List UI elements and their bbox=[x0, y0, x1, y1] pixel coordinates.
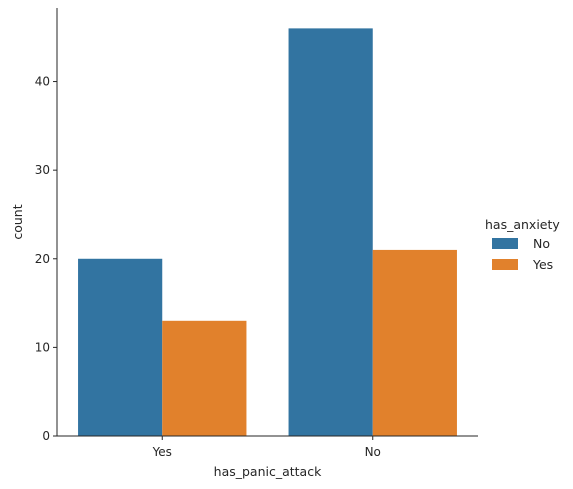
legend-swatch-yes bbox=[492, 259, 518, 270]
x-tick-label: No bbox=[365, 445, 381, 459]
legend-label-yes: Yes bbox=[532, 257, 553, 272]
y-axis-ticks: 0 10 20 30 40 bbox=[35, 75, 57, 443]
bars-group bbox=[78, 28, 457, 437]
legend-swatch-no bbox=[492, 238, 518, 249]
bar-no-yes bbox=[372, 249, 457, 436]
legend: has_anxiety No Yes bbox=[485, 217, 560, 272]
x-axis-ticks: Yes No bbox=[152, 436, 381, 459]
bar-no-no bbox=[288, 28, 373, 437]
y-tick-label: 0 bbox=[42, 429, 50, 443]
x-axis-label: has_panic_attack bbox=[214, 464, 322, 479]
legend-title: has_anxiety bbox=[485, 217, 560, 232]
y-tick-label: 30 bbox=[35, 163, 50, 177]
y-axis-label: count bbox=[10, 204, 25, 239]
y-tick-label: 20 bbox=[35, 252, 50, 266]
x-tick-label: Yes bbox=[152, 445, 172, 459]
y-tick-label: 10 bbox=[35, 340, 50, 354]
y-tick-label: 40 bbox=[35, 75, 50, 89]
legend-label-no: No bbox=[533, 236, 550, 251]
bar-yes-yes bbox=[162, 320, 247, 436]
bar-yes-no bbox=[78, 258, 163, 436]
